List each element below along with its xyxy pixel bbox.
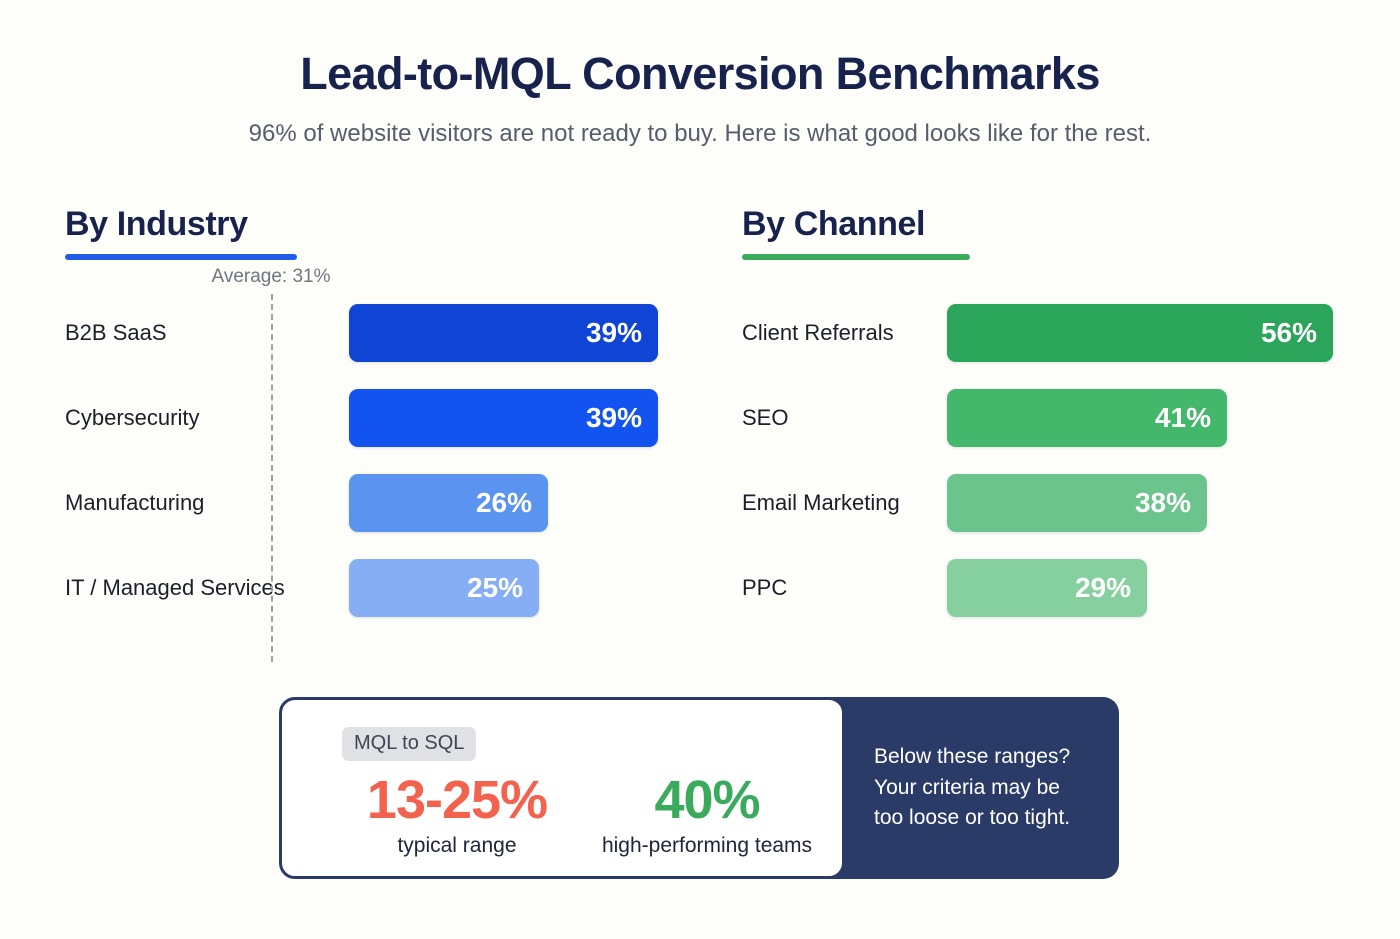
industry-heading: By Industry — [65, 205, 248, 243]
bar-it-managed-services: 25% — [349, 559, 539, 617]
callout-card: Below these ranges? Your criteria may be… — [279, 697, 1119, 879]
industry-heading-rule — [65, 254, 297, 260]
stat-typical-range: 13-25% typical range — [342, 771, 572, 858]
bar-label: PPC — [742, 575, 788, 600]
bar-label: SEO — [742, 405, 789, 430]
page-title: Lead-to-MQL Conversion Benchmarks — [300, 48, 1100, 99]
average-label: Average: 31% — [211, 266, 331, 287]
bar-value: 25% — [466, 572, 523, 603]
bar-ppc: 29% — [947, 559, 1147, 617]
table-row: IT / Managed Services 25% — [65, 559, 700, 617]
bar-email-marketing: 38% — [947, 474, 1207, 532]
bar-value: 39% — [585, 402, 642, 433]
industry-bar-chart: Average: 31% B2B SaaS 39% Cybersecurity … — [65, 266, 700, 662]
stat-caption: typical range — [397, 834, 517, 858]
bar-value: 38% — [1134, 487, 1191, 518]
table-row: PPC 29% — [742, 559, 1400, 617]
bar-b2b-saas: 39% — [349, 304, 658, 362]
callout-stats-panel: MQL to SQL 13-25% typical range 40% high… — [279, 697, 845, 879]
bar-cybersecurity: 39% — [349, 389, 658, 447]
table-row: Manufacturing 26% — [65, 474, 700, 532]
table-row: B2B SaaS 39% — [65, 304, 700, 362]
channel-heading-rule — [742, 254, 970, 260]
bar-label: Client Referrals — [742, 320, 894, 345]
channel-heading: By Channel — [742, 205, 926, 243]
bar-manufacturing: 26% — [349, 474, 548, 532]
status-badge: MQL to SQL — [342, 727, 477, 761]
bar-seo: 41% — [947, 389, 1227, 447]
bar-value: 26% — [475, 487, 532, 518]
bar-client-referrals: 56% — [947, 304, 1333, 362]
table-row: Email Marketing 38% — [742, 474, 1400, 532]
stat-caption: high-performing teams — [601, 834, 813, 858]
table-row: Client Referrals 56% — [742, 304, 1400, 362]
header: Lead-to-MQL Conversion Benchmarks 96% of… — [0, 0, 1400, 148]
bar-value: 41% — [1154, 402, 1211, 433]
bar-value: 29% — [1074, 572, 1131, 603]
table-row: Cybersecurity 39% — [65, 389, 700, 447]
bar-value: 56% — [1260, 317, 1317, 348]
table-row: SEO 41% — [742, 389, 1400, 447]
industry-chart-section: By Industry Average: 31% B2B SaaS 39% Cy… — [0, 205, 700, 662]
stat-value: 13-25% — [366, 770, 548, 830]
bar-label: B2B SaaS — [65, 320, 167, 345]
stat-high-performing: 40% high-performing teams — [572, 771, 842, 858]
bar-label: Manufacturing — [65, 490, 205, 515]
charts-container: By Industry Average: 31% B2B SaaS 39% Cy… — [0, 205, 1400, 662]
page-subtitle: 96% of website visitors are not ready to… — [248, 119, 1152, 147]
bar-label: Email Marketing — [742, 490, 900, 515]
channel-chart-section: By Channel Client Referrals 56% SEO 41% — [700, 205, 1400, 617]
bar-value: 39% — [585, 317, 642, 348]
channel-bar-chart: Client Referrals 56% SEO 41% Email Marke… — [742, 304, 1400, 617]
callout-note-text: Below these ranges? Your criteria may be… — [874, 745, 1071, 830]
callout-stats: 13-25% typical range 40% high-performing… — [342, 771, 842, 858]
bar-label: Cybersecurity — [65, 405, 200, 430]
bar-label: IT / Managed Services — [65, 575, 285, 600]
stat-value: 40% — [654, 770, 760, 830]
